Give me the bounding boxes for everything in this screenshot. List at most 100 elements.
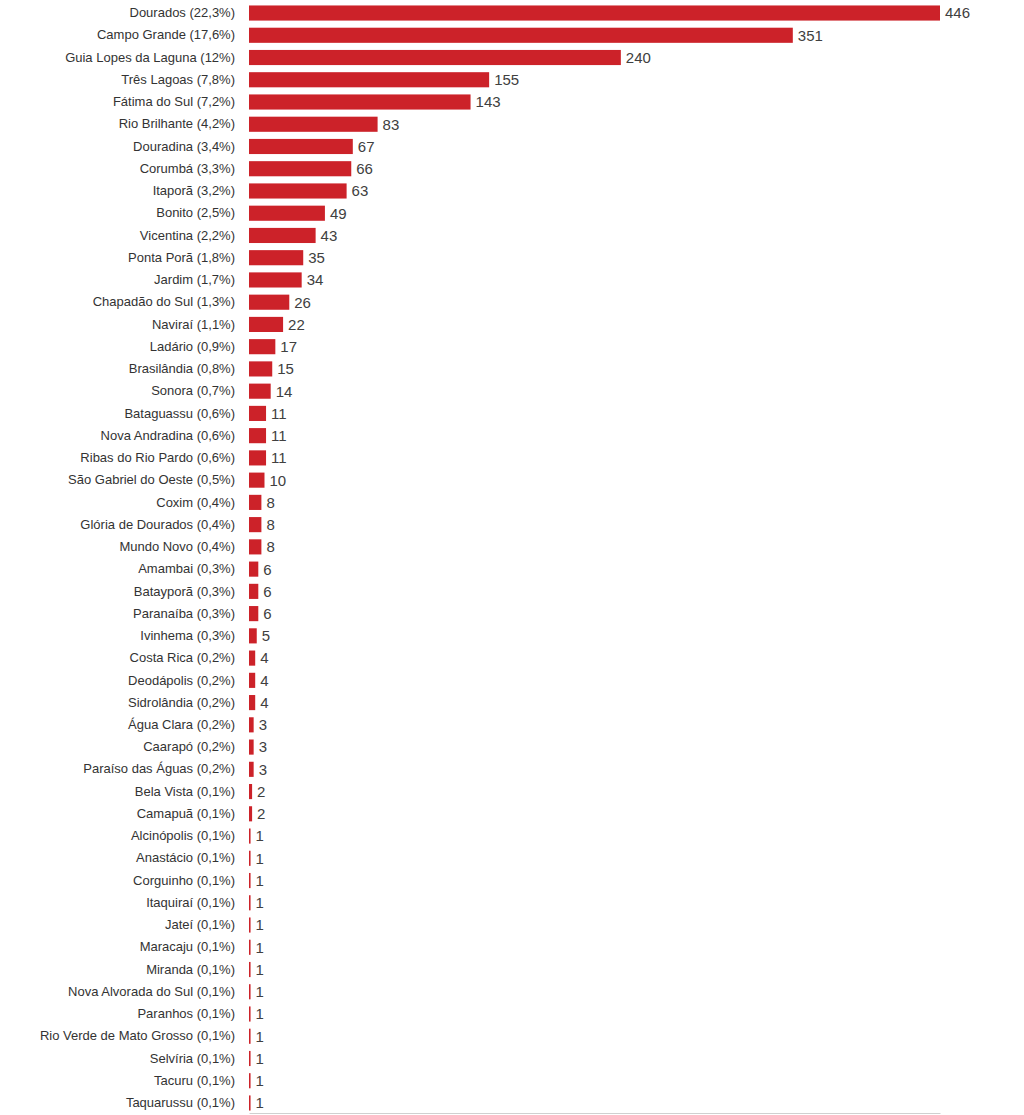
bar <box>249 851 251 866</box>
y-tick: Batayporã (0,3%) <box>134 584 235 599</box>
y-tick-label: Maracaju (0,1%) <box>140 939 235 954</box>
bar <box>249 450 266 465</box>
data-label: 351 <box>798 27 823 44</box>
x-axis-line <box>250 1113 941 1114</box>
y-tick-label: Miranda (0,1%) <box>146 962 235 977</box>
y-tick: Itaquiraí (0,1%) <box>146 895 235 910</box>
y-tick-label: Glória de Dourados (0,4%) <box>80 517 235 532</box>
y-tick: Coxim (0,4%) <box>156 495 235 510</box>
data-label: 446 <box>945 4 970 21</box>
bar <box>249 161 351 176</box>
y-tick: Tacuru (0,1%) <box>154 1073 235 1088</box>
y-tick-label: Mundo Novo (0,4%) <box>119 539 235 554</box>
y-tick: Camapuã (0,1%) <box>137 806 235 821</box>
bar <box>249 139 353 154</box>
y-tick-label: Bonito (2,5%) <box>156 205 235 220</box>
bar <box>249 406 266 421</box>
y-tick-label: Corumbá (3,3%) <box>140 161 235 176</box>
y-tick-label: Nova Alvorada do Sul (0,1%) <box>68 984 235 999</box>
y-tick-label: Ladário (0,9%) <box>150 339 235 354</box>
data-label: 1 <box>256 894 264 911</box>
data-label: 1 <box>256 872 264 889</box>
y-tick-label: Rio Brilhante (4,2%) <box>119 116 235 131</box>
y-tick: Selvíria (0,1%) <box>150 1051 235 1066</box>
data-label: 143 <box>476 93 501 110</box>
y-tick: Bonito (2,5%) <box>156 205 235 220</box>
y-tick-label: Caarapó (0,2%) <box>143 739 235 754</box>
bar <box>249 428 266 443</box>
bar <box>249 1029 251 1044</box>
y-tick: Taquarussu (0,1%) <box>126 1095 235 1110</box>
y-tick-label: Chapadão do Sul (1,3%) <box>93 294 235 309</box>
y-tick-label: Jateí (0,1%) <box>165 917 235 932</box>
bar <box>249 1051 251 1066</box>
y-tick: Jardim (1,7%) <box>154 272 235 287</box>
y-tick: Campo Grande (17,6%) <box>97 27 235 42</box>
bar <box>249 183 347 198</box>
chart: Dourados (22,3%)Campo Grande (17,6%)Guia… <box>0 0 1024 1115</box>
y-tick: Rio Verde de Mato Grosso (0,1%) <box>40 1028 235 1043</box>
bar <box>249 651 255 666</box>
y-tick-label: Camapuã (0,1%) <box>137 806 235 821</box>
y-tick: Naviraí (1,1%) <box>152 317 235 332</box>
bar <box>249 784 252 799</box>
bar <box>249 473 264 488</box>
bar <box>249 584 258 599</box>
y-tick-label: Três Lagoas (7,8%) <box>121 72 235 87</box>
data-label: 34 <box>307 271 324 288</box>
y-tick-label: Fátima do Sul (7,2%) <box>113 94 235 109</box>
y-tick-label: Costa Rica (0,2%) <box>130 650 235 665</box>
y-tick-label: Sidrolândia (0,2%) <box>128 695 235 710</box>
y-tick: Costa Rica (0,2%) <box>130 650 235 665</box>
bar <box>249 562 258 577</box>
bar <box>249 628 257 643</box>
data-label: 14 <box>276 383 293 400</box>
y-tick-label: Tacuru (0,1%) <box>154 1073 235 1088</box>
data-label: 155 <box>494 71 519 88</box>
data-label: 17 <box>280 338 297 355</box>
bar <box>249 250 303 265</box>
y-tick-label: Alcinópolis (0,1%) <box>131 828 235 843</box>
y-tick-label: Paraíso das Águas (0,2%) <box>83 761 235 776</box>
data-label: 1 <box>256 1005 264 1022</box>
y-tick-label: Ponta Porã (1,8%) <box>128 250 235 265</box>
bar <box>249 317 283 332</box>
y-tick: Miranda (0,1%) <box>146 962 235 977</box>
y-tick: Mundo Novo (0,4%) <box>119 539 235 554</box>
y-tick-label: Brasilândia (0,8%) <box>129 361 235 376</box>
data-label: 10 <box>269 472 286 489</box>
bar <box>249 1073 251 1088</box>
y-tick: Maracaju (0,1%) <box>140 939 235 954</box>
data-label: 83 <box>383 116 400 133</box>
data-label: 43 <box>321 227 338 244</box>
data-label: 8 <box>266 516 274 533</box>
bar <box>249 895 251 910</box>
data-label: 6 <box>263 605 271 622</box>
bar <box>249 873 251 888</box>
y-tick: Corumbá (3,3%) <box>140 161 235 176</box>
bar <box>249 606 258 621</box>
bar <box>249 339 275 354</box>
data-label: 35 <box>308 249 325 266</box>
y-tick-label: Rio Verde de Mato Grosso (0,1%) <box>40 1028 235 1043</box>
y-tick-label: Batayporã (0,3%) <box>134 584 235 599</box>
y-tick-label: Selvíria (0,1%) <box>150 1051 235 1066</box>
data-label: 1 <box>256 1094 264 1111</box>
data-label: 66 <box>356 160 373 177</box>
y-tick: Nova Alvorada do Sul (0,1%) <box>68 984 235 999</box>
bar <box>249 962 251 977</box>
data-labels: 4463512401551438367666349433534262217151… <box>256 4 970 1111</box>
y-tick: Dourados (22,3%) <box>130 5 236 20</box>
y-tick: Bataguassu (0,6%) <box>124 406 235 421</box>
y-axis: Dourados (22,3%)Campo Grande (17,6%)Guia… <box>40 5 235 1110</box>
bar <box>249 828 251 843</box>
data-label: 3 <box>259 716 267 733</box>
bar <box>249 517 261 532</box>
y-tick: Corguinho (0,1%) <box>133 873 235 888</box>
bar <box>249 94 471 109</box>
y-tick: Amambai (0,3%) <box>138 561 235 576</box>
y-tick-label: Itaporã (3,2%) <box>153 183 235 198</box>
y-tick-label: São Gabriel do Oeste (0,5%) <box>68 472 235 487</box>
bar <box>249 495 261 510</box>
y-tick: Brasilândia (0,8%) <box>129 361 235 376</box>
